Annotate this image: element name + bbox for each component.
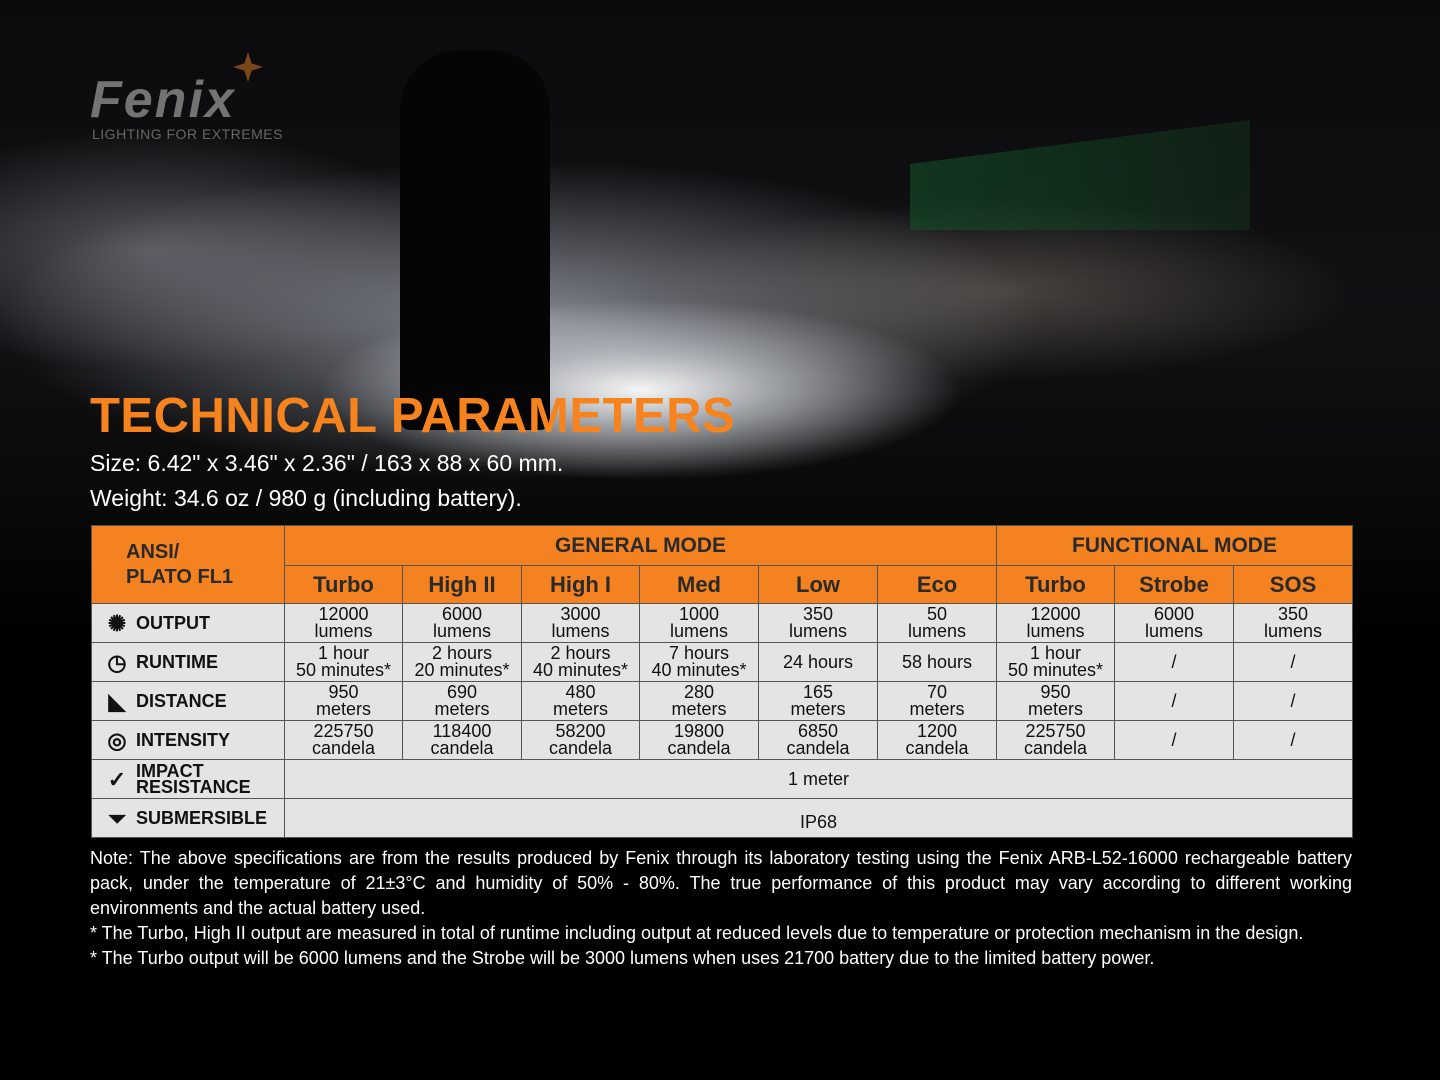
impact-label: ✓ IMPACT RESISTANCE	[91, 759, 285, 799]
table-cell: 950 meters	[284, 681, 403, 721]
table-cell: 58200 candela	[521, 720, 640, 760]
mode-header: Eco	[876, 565, 998, 604]
table-cell: 6850 candela	[758, 720, 878, 760]
table-cell: 1 hour 50 minutes*	[284, 642, 403, 682]
table-cell: /	[1114, 720, 1235, 760]
table-cell: /	[1233, 681, 1354, 721]
table-cell: 165 meters	[758, 681, 878, 721]
table-cell: 1000 lumens	[639, 603, 759, 643]
table-row: ◎ INTENSITY 225750 candela 118400 candela 5820…	[91, 720, 1354, 760]
table-cell: 7 hours 40 minutes*	[639, 642, 759, 682]
table-cell: 12000 lumens	[996, 603, 1116, 643]
functional-mode-header: FUNCTIONAL MODE	[996, 525, 1354, 566]
table-row: ◣ DISTANCE 950 meters 690 meters 480 meters 280 m…	[91, 681, 1354, 721]
impact-icon: ✓	[107, 766, 127, 792]
table-cell: /	[1114, 681, 1235, 721]
table-cell: /	[1233, 720, 1354, 760]
brand-logo: Fenix	[90, 71, 236, 129]
table-cell: 2 hours 40 minutes*	[521, 642, 640, 682]
notes: Note: The above specifications are from …	[90, 846, 1352, 971]
mode-header: Turbo	[284, 565, 403, 604]
table-cell: 50 lumens	[876, 603, 998, 643]
table-cell: 12000 lumens	[284, 603, 403, 643]
weight-spec: Weight: 34.6 oz / 980 g (including batte…	[90, 485, 522, 511]
note-main: Note: The above specifications are from …	[90, 848, 1352, 918]
table-cell: 350 lumens	[1233, 603, 1354, 643]
table-cell: 225750 candela	[996, 720, 1116, 760]
table-row: ◷ RUNTIME 1 hour 50 minutes* 2 hours 20 minut…	[91, 642, 1354, 682]
table-cell: 3000 lumens	[521, 603, 640, 643]
beam-distance-icon: ◣	[108, 688, 126, 714]
light-burst-icon: ✺	[107, 610, 127, 636]
table-cell: 1200 candela	[876, 720, 998, 760]
spec-table: ANSI/PLATO FL1 GENERAL MODE FUNCTIONAL M…	[91, 525, 1354, 838]
table-cell: 19800 candela	[639, 720, 759, 760]
table-cell: 24 hours	[758, 642, 878, 682]
row-label: ◎ INTENSITY	[91, 720, 285, 760]
note-footnote-1: * The Turbo, High II output are measured…	[90, 923, 1304, 943]
table-cell: 280 meters	[639, 681, 759, 721]
target-icon: ◎	[107, 727, 127, 753]
row-label: ✺ OUTPUT	[91, 603, 285, 643]
mode-header: Turbo	[996, 565, 1116, 604]
standard-label: ANSI/PLATO FL1	[91, 525, 285, 604]
person-silhouette	[400, 50, 550, 430]
brand-tagline: LIGHTING FOR EXTREMES	[92, 126, 283, 142]
table-cell: /	[1233, 642, 1354, 682]
row-label: ◣ DISTANCE	[91, 681, 285, 721]
table-cell: 690 meters	[402, 681, 522, 721]
mode-header: High I	[521, 565, 640, 604]
table-cell: 118400 candela	[402, 720, 522, 760]
page-title: TECHNICAL PARAMETERS	[90, 389, 736, 443]
mode-header: SOS	[1233, 565, 1354, 604]
submersible-label: ⏷ SUBMERSIBLE	[91, 798, 285, 838]
row-label: ◷ RUNTIME	[91, 642, 285, 682]
mode-header: High II	[402, 565, 522, 604]
submersible-value: IP68	[283, 798, 1354, 838]
water-icon: ⏷	[108, 805, 126, 831]
impact-value: 1 meter	[283, 759, 1354, 799]
size-spec: Size: 6.42" x 3.46" x 2.36" / 163 x 88 x…	[90, 450, 564, 476]
table-cell: /	[1114, 642, 1235, 682]
table-cell: 6000 lumens	[402, 603, 522, 643]
table-cell: 350 lumens	[758, 603, 878, 643]
clock-icon: ◷	[107, 649, 127, 675]
mode-header: Strobe	[1114, 565, 1235, 604]
table-row: ✺ OUTPUT 12000 lumens 6000 lumens 3000 lumens 10…	[91, 603, 1354, 643]
mode-header: Low	[758, 565, 878, 604]
table-cell: 70 meters	[876, 681, 998, 721]
table-cell: 950 meters	[996, 681, 1116, 721]
note-footnote-2: * The Turbo output will be 6000 lumens a…	[90, 948, 1155, 968]
table-cell: 6000 lumens	[1114, 603, 1235, 643]
mode-header: Med	[639, 565, 759, 604]
table-cell: 58 hours	[876, 642, 998, 682]
table-cell: 480 meters	[521, 681, 640, 721]
table-cell: 1 hour 50 minutes*	[996, 642, 1116, 682]
table-cell: 2 hours 20 minutes*	[402, 642, 522, 682]
table-cell: 225750 candela	[284, 720, 403, 760]
general-mode-header: GENERAL MODE	[283, 525, 998, 566]
